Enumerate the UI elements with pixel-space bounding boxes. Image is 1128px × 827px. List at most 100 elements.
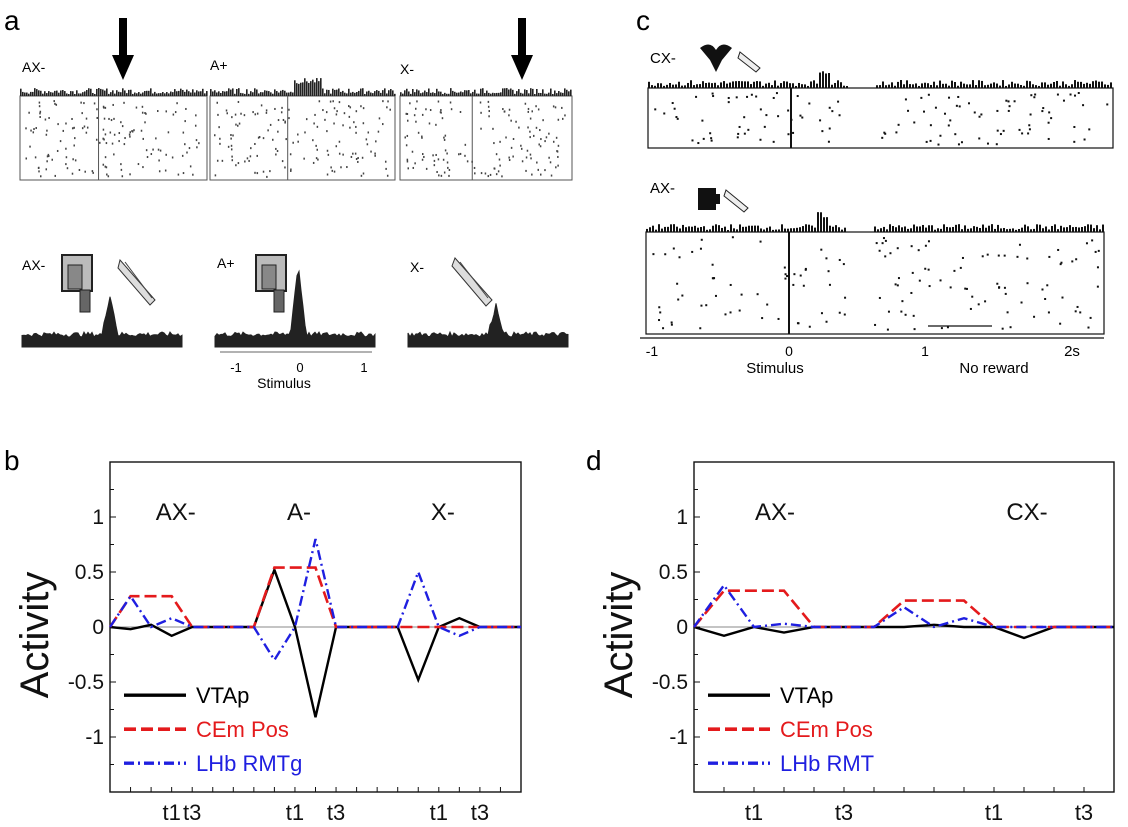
raster-spike	[355, 125, 357, 128]
histogram-bar	[967, 228, 969, 232]
raster-spike	[216, 159, 219, 162]
raster-spike	[362, 107, 365, 110]
raster-spike	[964, 287, 967, 290]
raster-spike	[123, 101, 125, 104]
raster-spike	[387, 100, 389, 103]
raster-spike	[654, 108, 657, 111]
histogram-bar	[184, 91, 186, 96]
histogram-bar	[30, 91, 32, 96]
histogram-bar	[292, 92, 294, 96]
raster-spike	[416, 100, 418, 103]
raster-spike	[894, 283, 897, 286]
raster-spike	[406, 160, 409, 163]
raster-spike	[529, 136, 531, 139]
raster-spike	[515, 120, 517, 123]
histogram-bar	[372, 93, 374, 96]
raster-spike	[441, 117, 444, 120]
raster-spike	[1047, 121, 1050, 124]
raster-spike	[432, 154, 434, 157]
histogram-bar	[663, 85, 665, 88]
raster-spike	[349, 126, 351, 129]
histogram-bar	[478, 93, 480, 96]
histogram-bar	[294, 80, 296, 96]
histogram-bar	[64, 91, 66, 96]
raster-spike	[290, 168, 292, 171]
raster-spike	[802, 284, 805, 287]
raster-spike	[312, 161, 315, 164]
raster-spike	[240, 112, 242, 115]
histogram-bar	[180, 88, 182, 96]
raster-spike	[214, 134, 216, 137]
histogram-bar	[470, 93, 472, 96]
raster-spike	[747, 128, 750, 131]
raster-spike	[53, 100, 55, 103]
histogram-bar	[843, 85, 845, 88]
raster-spike	[738, 125, 741, 128]
raster-spike	[1096, 285, 1099, 288]
x-tick-label: t3	[471, 800, 489, 825]
raster-spike	[436, 170, 438, 173]
raster-spike	[937, 143, 940, 146]
panel-a-top-label-x: X-	[400, 61, 414, 77]
histogram-bar	[1093, 228, 1095, 232]
raster-spike	[256, 154, 258, 157]
histogram-bar	[1044, 82, 1046, 88]
raster-spike	[827, 270, 830, 273]
raster-spike	[292, 141, 294, 144]
raster-spike	[28, 111, 30, 114]
feather-icon	[723, 189, 749, 213]
histogram-bar	[228, 88, 230, 96]
raster-spike	[150, 153, 153, 156]
raster-spike	[699, 327, 702, 330]
raster-spike	[35, 127, 37, 130]
histogram-bar	[807, 85, 809, 88]
raster-spike	[181, 154, 184, 157]
raster-spike	[448, 168, 451, 171]
raster-spike	[473, 166, 476, 169]
histogram-bar	[250, 91, 252, 96]
raster-spike	[881, 242, 884, 245]
raster-spike	[367, 131, 370, 134]
raster-spike	[30, 129, 32, 132]
raster-spike	[385, 167, 387, 170]
raster-spike	[765, 114, 768, 117]
histogram-bar	[130, 89, 132, 96]
histogram-bar	[763, 229, 765, 232]
raster-spike	[1029, 113, 1032, 116]
raster-spike	[896, 247, 899, 250]
histogram-bar	[568, 91, 570, 96]
histogram-bar	[458, 92, 460, 96]
raster-spike	[249, 155, 252, 158]
raster-spike	[923, 110, 926, 113]
histogram-bar	[880, 228, 882, 232]
raster-spike	[1097, 249, 1100, 252]
raster-spike	[1046, 284, 1049, 287]
raster-spike	[1047, 137, 1050, 140]
histogram-bar	[1011, 81, 1013, 88]
raster-spike	[539, 145, 542, 148]
raster-spike	[140, 129, 143, 132]
raster-spike	[702, 137, 705, 140]
histogram-bar	[488, 92, 490, 96]
raster-spike	[112, 103, 114, 106]
raster-spike	[83, 102, 85, 105]
histogram-bar	[1020, 84, 1022, 88]
raster-spike	[142, 166, 144, 169]
raster-spike	[145, 149, 148, 152]
raster-spike	[530, 157, 532, 160]
raster-spike	[91, 170, 94, 173]
histogram-bar	[186, 89, 188, 96]
raster-spike	[216, 101, 219, 104]
raster-frame	[645, 231, 1105, 335]
raster-spike	[357, 160, 359, 163]
raster-spike	[552, 105, 555, 108]
histogram-bar	[84, 91, 86, 96]
histogram-bar	[766, 227, 768, 232]
raster-spike	[448, 174, 450, 177]
raster-spike	[978, 115, 981, 118]
y-tick-label: -0.5	[652, 671, 688, 694]
raster-spike	[348, 105, 350, 108]
raster-spike	[316, 148, 319, 151]
raster-spike	[838, 311, 841, 314]
